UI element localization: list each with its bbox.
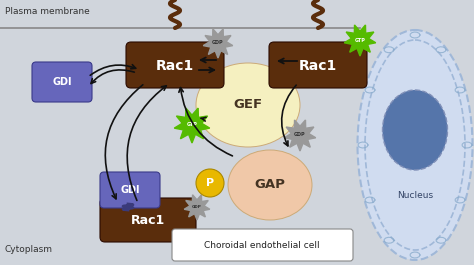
Polygon shape xyxy=(174,108,210,143)
Text: GTP: GTP xyxy=(187,122,198,127)
Text: Cytoplasm: Cytoplasm xyxy=(5,245,53,254)
Text: GDP: GDP xyxy=(192,205,202,209)
Text: Choroidal endothelial cell: Choroidal endothelial cell xyxy=(204,241,320,250)
Text: GAP: GAP xyxy=(255,179,285,192)
Text: Rac1: Rac1 xyxy=(156,59,194,73)
Ellipse shape xyxy=(357,30,473,260)
Text: Nucleus: Nucleus xyxy=(397,191,433,200)
FancyBboxPatch shape xyxy=(269,42,367,88)
Text: P: P xyxy=(206,178,214,188)
Polygon shape xyxy=(184,195,210,220)
FancyBboxPatch shape xyxy=(172,229,353,261)
Ellipse shape xyxy=(228,150,312,220)
FancyBboxPatch shape xyxy=(126,42,224,88)
Text: GEF: GEF xyxy=(233,99,263,112)
FancyBboxPatch shape xyxy=(32,62,92,102)
Text: GDP: GDP xyxy=(294,132,306,138)
Text: Rac1: Rac1 xyxy=(131,214,165,227)
FancyBboxPatch shape xyxy=(100,198,196,242)
Ellipse shape xyxy=(196,63,300,147)
Text: Plasma membrane: Plasma membrane xyxy=(5,7,90,16)
Circle shape xyxy=(196,169,224,197)
Polygon shape xyxy=(203,29,233,58)
Ellipse shape xyxy=(383,90,447,170)
FancyBboxPatch shape xyxy=(100,172,160,208)
Text: GDI: GDI xyxy=(52,77,72,87)
Text: Rac1: Rac1 xyxy=(299,59,337,73)
Text: GTP: GTP xyxy=(355,38,365,42)
Text: GDP: GDP xyxy=(212,41,224,46)
Text: GDI: GDI xyxy=(120,185,140,195)
Polygon shape xyxy=(344,25,376,56)
Polygon shape xyxy=(284,120,316,151)
